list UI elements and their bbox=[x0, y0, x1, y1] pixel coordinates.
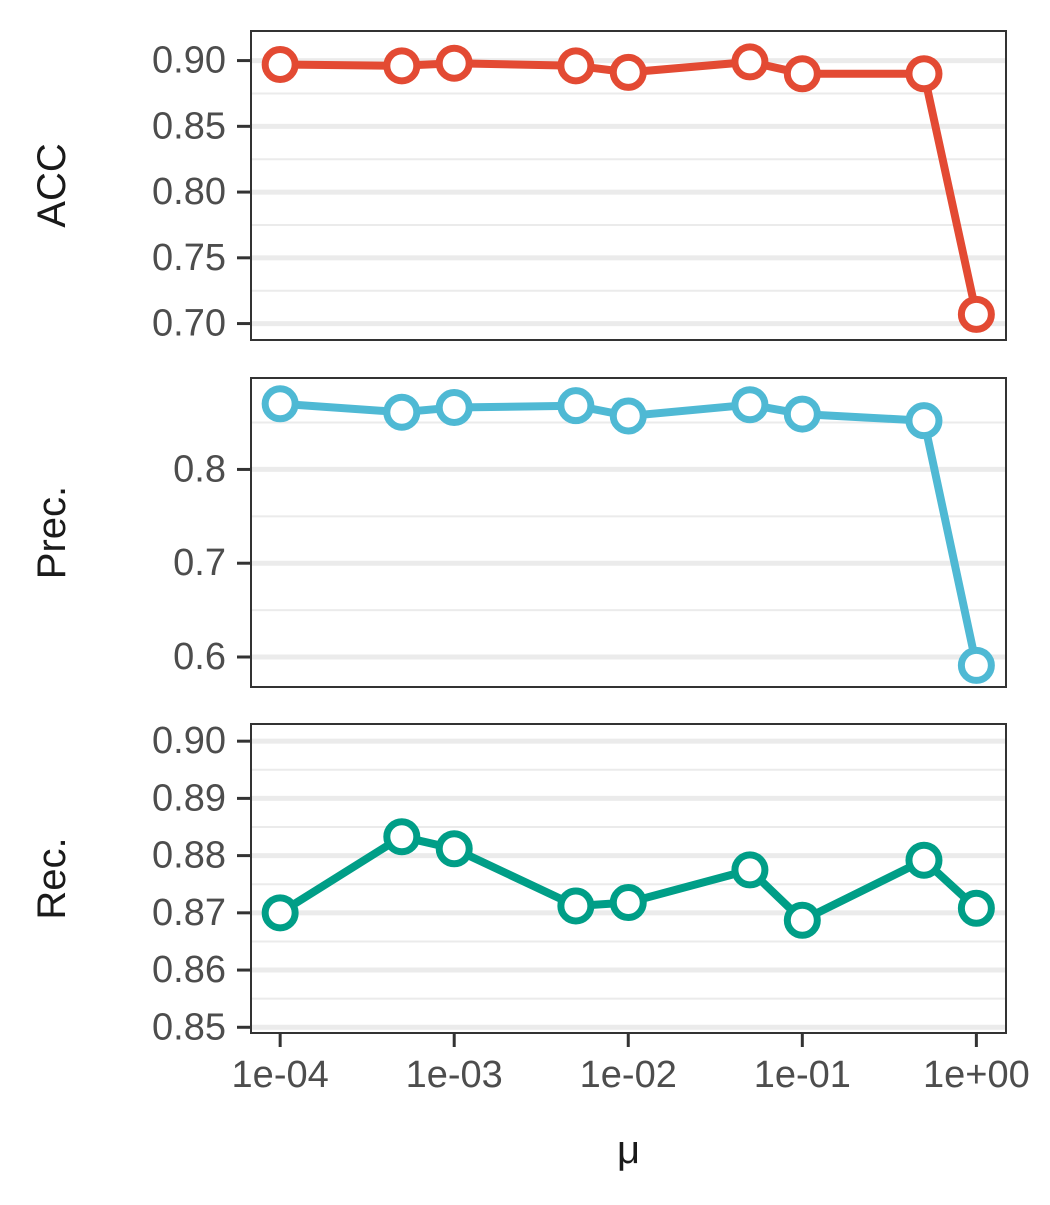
panel-0-point-4 bbox=[609, 53, 647, 91]
panel-0-point-3 bbox=[557, 47, 595, 85]
panel-0-point-7 bbox=[905, 55, 943, 93]
panel-0-point-1 bbox=[383, 47, 421, 85]
xtick-label-1: 1e-03 bbox=[406, 1054, 503, 1096]
panel-0-point-0 bbox=[261, 46, 299, 84]
panel-2-point-2 bbox=[435, 830, 473, 868]
panel-1-point-3 bbox=[557, 387, 595, 425]
panel-0-point-8 bbox=[957, 295, 995, 333]
panel-0-ytick-label-0: 0.70 bbox=[152, 303, 226, 345]
xtick-label-2: 1e-02 bbox=[580, 1054, 677, 1096]
panel-2-ytick-label-3: 0.88 bbox=[152, 835, 226, 877]
panel-1-point-4 bbox=[609, 397, 647, 435]
panel-1-series-line bbox=[276, 399, 981, 670]
panel-0-ylabel: ACC bbox=[30, 143, 74, 227]
panel-1-point-6 bbox=[783, 395, 821, 433]
panel-1-point-0 bbox=[261, 385, 299, 423]
panel-0-series-line bbox=[276, 57, 981, 319]
panel-0-point-6 bbox=[783, 55, 821, 93]
panel-2-ytick-label-1: 0.86 bbox=[152, 949, 226, 991]
panel-2-point-7 bbox=[905, 841, 943, 879]
panel-0-ytick-label-3: 0.85 bbox=[152, 105, 226, 147]
xtick-label-4: 1e+00 bbox=[923, 1054, 1030, 1096]
panel-2-point-3 bbox=[557, 887, 595, 925]
panel-0-point-5 bbox=[731, 43, 769, 81]
panel-1-border bbox=[250, 377, 1007, 688]
x-axis: 1e-04 1e-03 1e-02 1e-01 1e+00 μ bbox=[232, 1033, 1030, 1172]
panel-1-point-5 bbox=[731, 386, 769, 424]
panel-2-point-4 bbox=[609, 884, 647, 922]
panel-2-point-5 bbox=[731, 851, 769, 889]
panel-0-ytick-label-1: 0.75 bbox=[152, 237, 226, 279]
panel-2-point-1 bbox=[383, 818, 421, 856]
panel-2: 0.85 0.86 0.87 0.88 0.89 0.90 Rec. bbox=[30, 720, 1007, 1048]
panel-2-point-8 bbox=[957, 889, 995, 927]
panel-0: 0.70 0.75 0.80 0.85 0.90 ACC bbox=[30, 30, 1007, 345]
panel-2-ytick-label-4: 0.89 bbox=[152, 777, 226, 819]
panel-1-ytick-label-1: 0.7 bbox=[173, 542, 226, 584]
panel-2-point-6 bbox=[783, 901, 821, 939]
panel-1: 0.6 0.7 0.8 Prec. bbox=[30, 377, 1007, 688]
panel-0-point-2 bbox=[435, 44, 473, 82]
panel-1-ytick-label-2: 0.8 bbox=[173, 448, 226, 490]
panel-2-ytick-label-0: 0.85 bbox=[152, 1006, 226, 1048]
panel-2-ylabel: Rec. bbox=[30, 837, 74, 919]
panel-0-ytick-label-2: 0.80 bbox=[152, 171, 226, 213]
panel-2-ytick-label-5: 0.90 bbox=[152, 720, 226, 762]
xtick-label-3: 1e-01 bbox=[754, 1054, 851, 1096]
panel-1-point-8 bbox=[957, 646, 995, 684]
panel-0-border bbox=[250, 30, 1007, 341]
panel-1-ytick-label-0: 0.6 bbox=[173, 636, 226, 678]
panel-0-ytick-label-4: 0.90 bbox=[152, 40, 226, 82]
xtick-label-0: 1e-04 bbox=[232, 1054, 329, 1096]
panel-1-point-2 bbox=[435, 389, 473, 427]
panel-1-point-1 bbox=[383, 393, 421, 431]
panel-2-point-0 bbox=[261, 894, 299, 932]
panel-2-ytick-label-2: 0.87 bbox=[152, 892, 226, 934]
panel-1-ylabel: Prec. bbox=[30, 486, 74, 579]
panel-1-point-7 bbox=[905, 402, 943, 440]
x-axis-title: μ bbox=[617, 1128, 640, 1172]
